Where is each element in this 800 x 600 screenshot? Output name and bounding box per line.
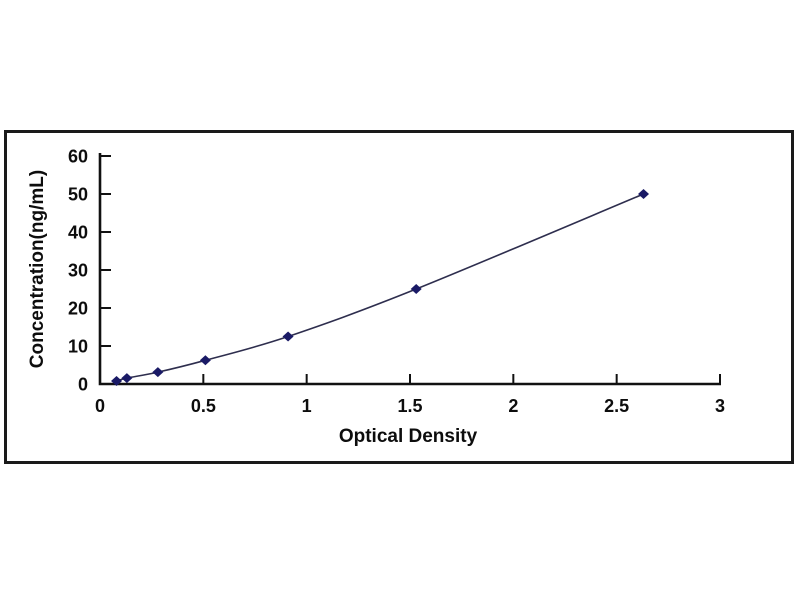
data-point-marker	[410, 284, 422, 294]
x-tick-label: 3	[715, 396, 725, 416]
y-tick-label: 0	[78, 375, 88, 395]
y-tick-label: 20	[68, 299, 88, 319]
data-point-marker	[111, 376, 123, 387]
x-tick-label: 1	[302, 396, 312, 416]
data-point-marker	[199, 355, 211, 366]
data-point-marker	[638, 189, 650, 199]
chart-frame	[4, 130, 794, 464]
data-point-marker	[282, 331, 294, 342]
axes-lines	[98, 153, 721, 386]
x-tick-label: 0	[95, 396, 105, 416]
data-point-marker	[152, 367, 164, 378]
y-tick-label: 50	[68, 185, 88, 205]
x-tick-label: 2.5	[604, 396, 629, 416]
y-tick-label: 30	[68, 261, 88, 281]
curve-line	[116, 193, 644, 382]
y-tick-label: 10	[68, 337, 88, 357]
x-tick-label: 2	[508, 396, 518, 416]
x-tick-label: 0.5	[191, 396, 216, 416]
y-tick-label: 40	[68, 223, 88, 243]
x-axis-title: Optical Density	[338, 426, 478, 447]
x-tick-label: 1.5	[397, 396, 422, 416]
y-tick-label: 60	[68, 147, 88, 167]
data-point-marker	[121, 373, 133, 384]
